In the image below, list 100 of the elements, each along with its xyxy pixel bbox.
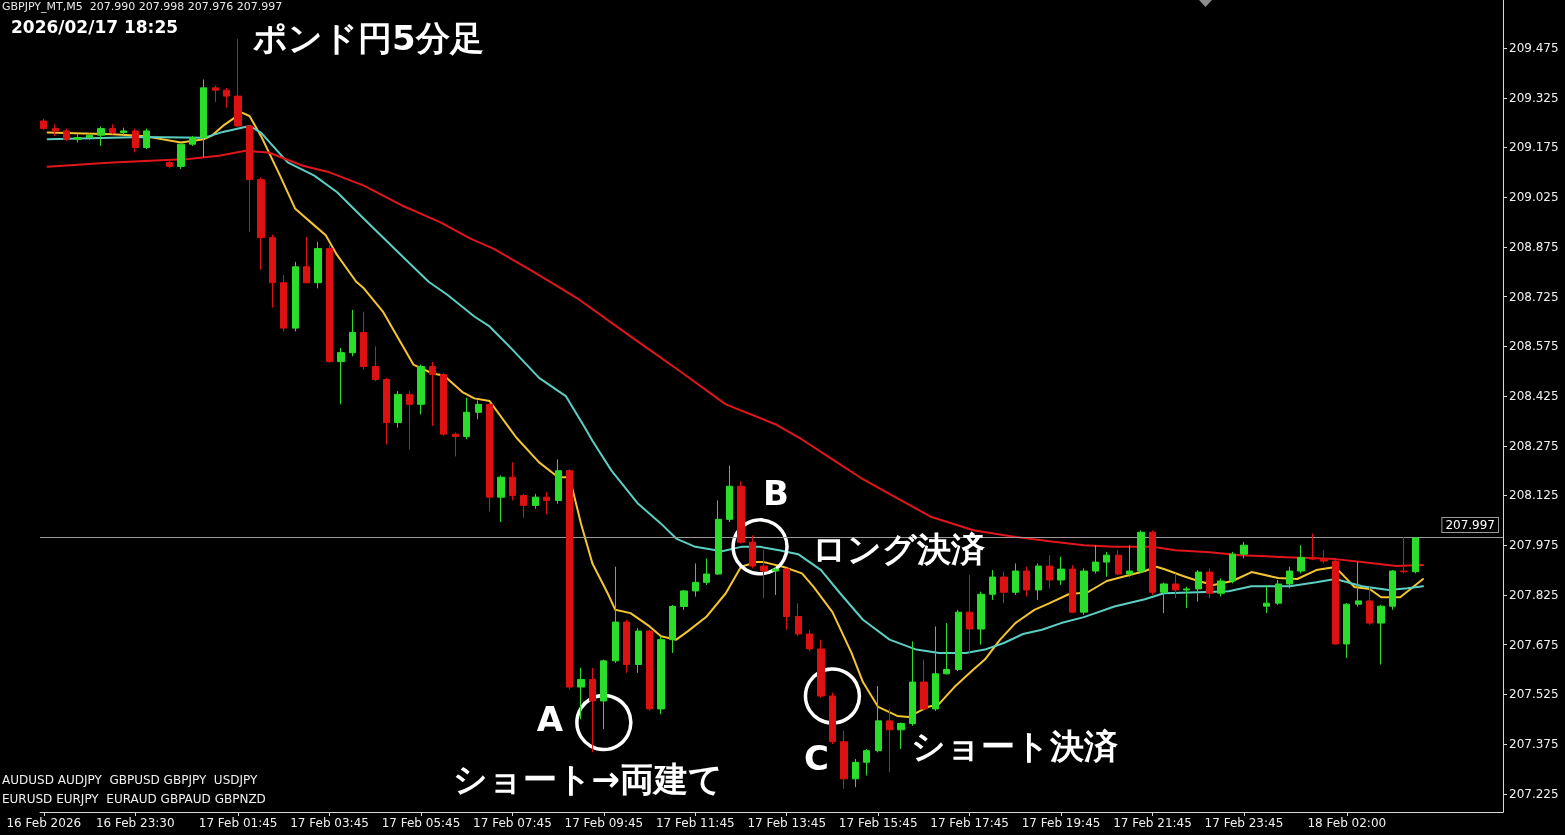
candlestick (223, 87, 230, 109)
candlestick (669, 604, 676, 654)
candlestick (74, 133, 82, 144)
candlestick (166, 160, 173, 169)
candlestick (783, 567, 790, 631)
x-tick-label: 17 Feb 15:45 (838, 816, 918, 830)
x-tick-label: 16 Feb 2026 (6, 816, 82, 830)
candlestick (932, 625, 939, 712)
candlestick (1183, 586, 1190, 609)
candlestick (429, 361, 436, 427)
candlestick (532, 493, 539, 510)
candlestick (966, 574, 973, 654)
candlestick (1240, 541, 1248, 559)
y-tick-label: 208.125 (1509, 488, 1559, 503)
x-tick-label: 17 Feb 17:45 (930, 816, 1009, 830)
candlestick (806, 629, 813, 652)
candlestick (1389, 569, 1396, 611)
candlestick (1195, 569, 1202, 603)
candlestick (1035, 562, 1042, 601)
candlestick (1012, 562, 1019, 596)
candlestick (394, 390, 402, 429)
candlestick (132, 128, 139, 153)
candlestick (1172, 572, 1179, 599)
candlestick (1057, 556, 1065, 586)
candlestick (269, 234, 276, 309)
candlestick (1023, 566, 1030, 598)
candlestick (475, 399, 482, 420)
candlestick (200, 79, 207, 158)
annotation: B (763, 472, 790, 513)
candlestick (909, 640, 916, 727)
y-tick-label: 207.975 (1509, 538, 1559, 553)
candlestick (817, 639, 825, 699)
annotation: ショート決済 (910, 726, 1118, 766)
y-tick-label: 208.425 (1509, 389, 1559, 404)
ref-line-label: 207.997 (1445, 517, 1495, 532)
candlestick (875, 685, 882, 753)
candlestick (314, 241, 322, 289)
candlestick (40, 118, 47, 131)
candlestick (1320, 549, 1328, 564)
point (803, 667, 862, 725)
candlestick (452, 432, 459, 457)
candlestick (577, 667, 585, 720)
candlestick (795, 602, 802, 637)
y-tick-label: 208.875 (1509, 239, 1559, 254)
annotation: EURUSD EURJPY EURAUD GBPAUD GBPNZD (2, 792, 266, 806)
candlestick (623, 619, 630, 674)
y-tick-label: 209.175 (1509, 140, 1559, 155)
text: ポンド円5分足 (253, 18, 484, 58)
candlestick (52, 123, 59, 137)
candlestick (520, 493, 527, 519)
candlestick (189, 135, 196, 147)
candlestick (635, 627, 642, 674)
annotation: A (536, 698, 564, 739)
candlestick (257, 176, 265, 271)
candlestick (349, 309, 356, 357)
x-tick-label: 17 Feb 07:45 (473, 816, 552, 830)
candlestick (897, 722, 905, 750)
y-tick-label: 209.025 (1509, 190, 1559, 205)
candlestick (555, 458, 562, 505)
candlestick (726, 465, 733, 523)
candlestick (920, 659, 928, 712)
annotation: GBPJPY_MT,M5 207.990 207.998 207.976 207.997 (2, 0, 283, 13)
text: 2026/02/17 18:25 (11, 16, 179, 37)
candlestick (1092, 544, 1099, 574)
candlestick (1046, 554, 1053, 589)
candlestick (383, 377, 390, 445)
candlestick (120, 127, 127, 136)
candlestick (1286, 566, 1293, 589)
candlestick (1229, 551, 1236, 584)
candlestick (1126, 544, 1133, 578)
annotation: AUDUSD AUDJPY GBPUSD GBPJPY USDJPY (2, 773, 258, 787)
candlestick (1355, 561, 1362, 608)
candlestick (566, 468, 573, 690)
y-tick-label: 207.225 (1509, 786, 1559, 801)
candlestick (692, 562, 699, 598)
candlestick (406, 390, 413, 450)
candlestick (737, 480, 745, 545)
y-tick-label: 207.375 (1509, 737, 1559, 752)
candlestick (1263, 584, 1270, 614)
x-tick-label: 17 Feb 03:45 (290, 816, 369, 830)
candlestick (177, 143, 185, 170)
y-tick-label: 207.675 (1509, 637, 1559, 652)
candlestick (646, 629, 653, 712)
candlestick (955, 609, 962, 672)
x-tick-label: 17 Feb 23:45 (1204, 816, 1284, 830)
y-tick-label: 208.725 (1509, 289, 1559, 304)
candlestick (463, 397, 470, 440)
candlestick (1275, 579, 1282, 606)
candlestick (977, 591, 985, 646)
candlestick (589, 667, 596, 753)
candlestick (1206, 567, 1213, 599)
candlestick (360, 311, 367, 371)
candlestick (600, 659, 607, 730)
candlestick (852, 758, 859, 788)
candlestick (234, 38, 242, 128)
candlestick (760, 549, 768, 599)
candlestick (109, 123, 116, 135)
candlestick (1069, 564, 1076, 614)
candlestick (509, 461, 516, 501)
candlestick (943, 622, 950, 675)
